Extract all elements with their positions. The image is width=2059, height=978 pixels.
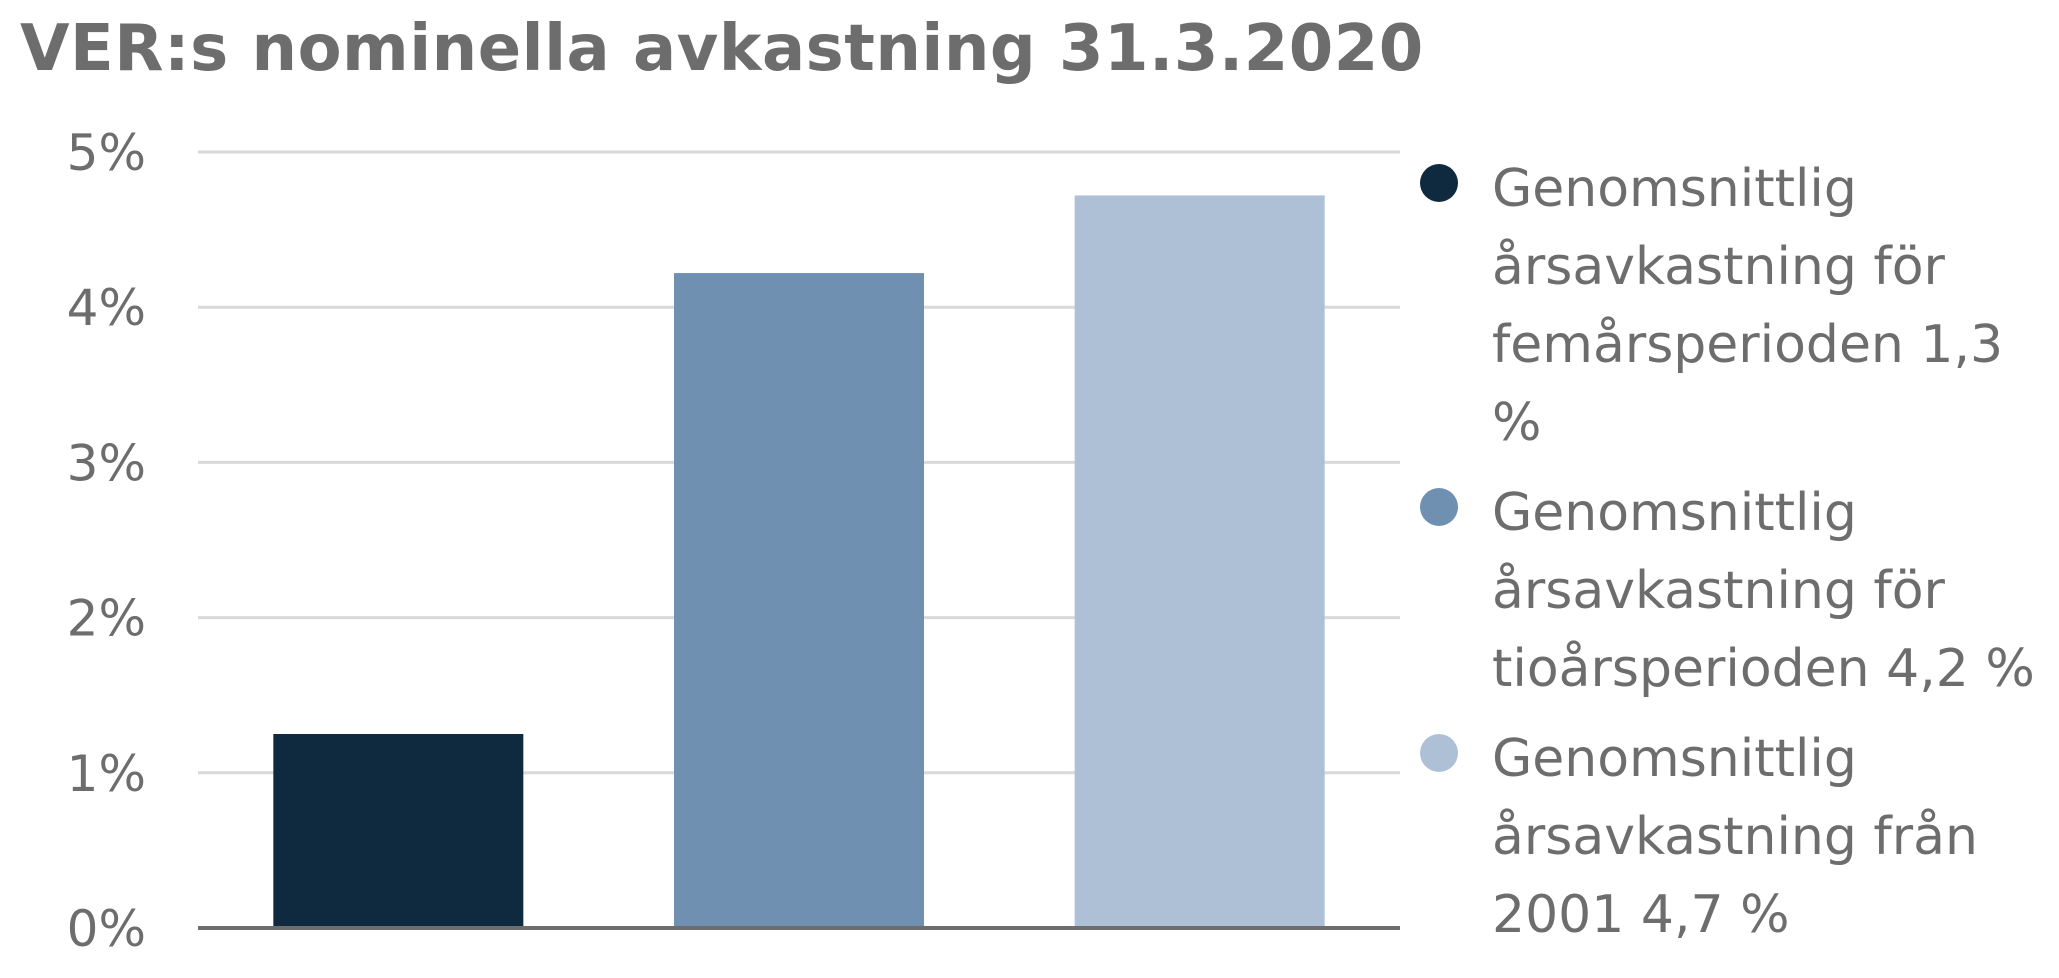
legend-label-0: Genomsnittlig årsavkastning för femårspe…: [1492, 159, 2004, 453]
legend-label-2: Genomsnittlig årsavkastning från 2001 4,…: [1492, 729, 1978, 945]
legend-item: Genomsnittlig årsavkastning för tioårspe…: [1420, 474, 2040, 708]
y-tick-label: 0%: [67, 900, 146, 958]
y-tick-labels: 0% 1% 2% 3% 4% 5%: [67, 124, 146, 958]
y-tick-label: 3%: [67, 434, 146, 492]
bar-0: [273, 734, 524, 928]
legend-swatch-0: [1420, 164, 1458, 202]
legend-swatch-1: [1420, 488, 1458, 526]
chart-title: VER:s nominella avkastning 31.3.2020: [20, 12, 1424, 86]
bars: [273, 195, 1325, 928]
y-tick-label: 4%: [67, 279, 146, 337]
bar-1: [674, 273, 924, 928]
legend-item: Genomsnittlig årsavkastning för femårspe…: [1420, 150, 2040, 462]
legend-label-1: Genomsnittlig årsavkastning för tioårspe…: [1492, 483, 2035, 699]
bar-2: [1074, 195, 1325, 928]
y-tick-label: 1%: [67, 745, 146, 803]
legend: Genomsnittlig årsavkastning för femårspe…: [1420, 150, 2040, 966]
legend-swatch-2: [1420, 734, 1458, 772]
y-tick-label: 5%: [67, 124, 146, 182]
legend-item: Genomsnittlig årsavkastning från 2001 4,…: [1420, 720, 2040, 954]
y-tick-label: 2%: [67, 590, 146, 648]
